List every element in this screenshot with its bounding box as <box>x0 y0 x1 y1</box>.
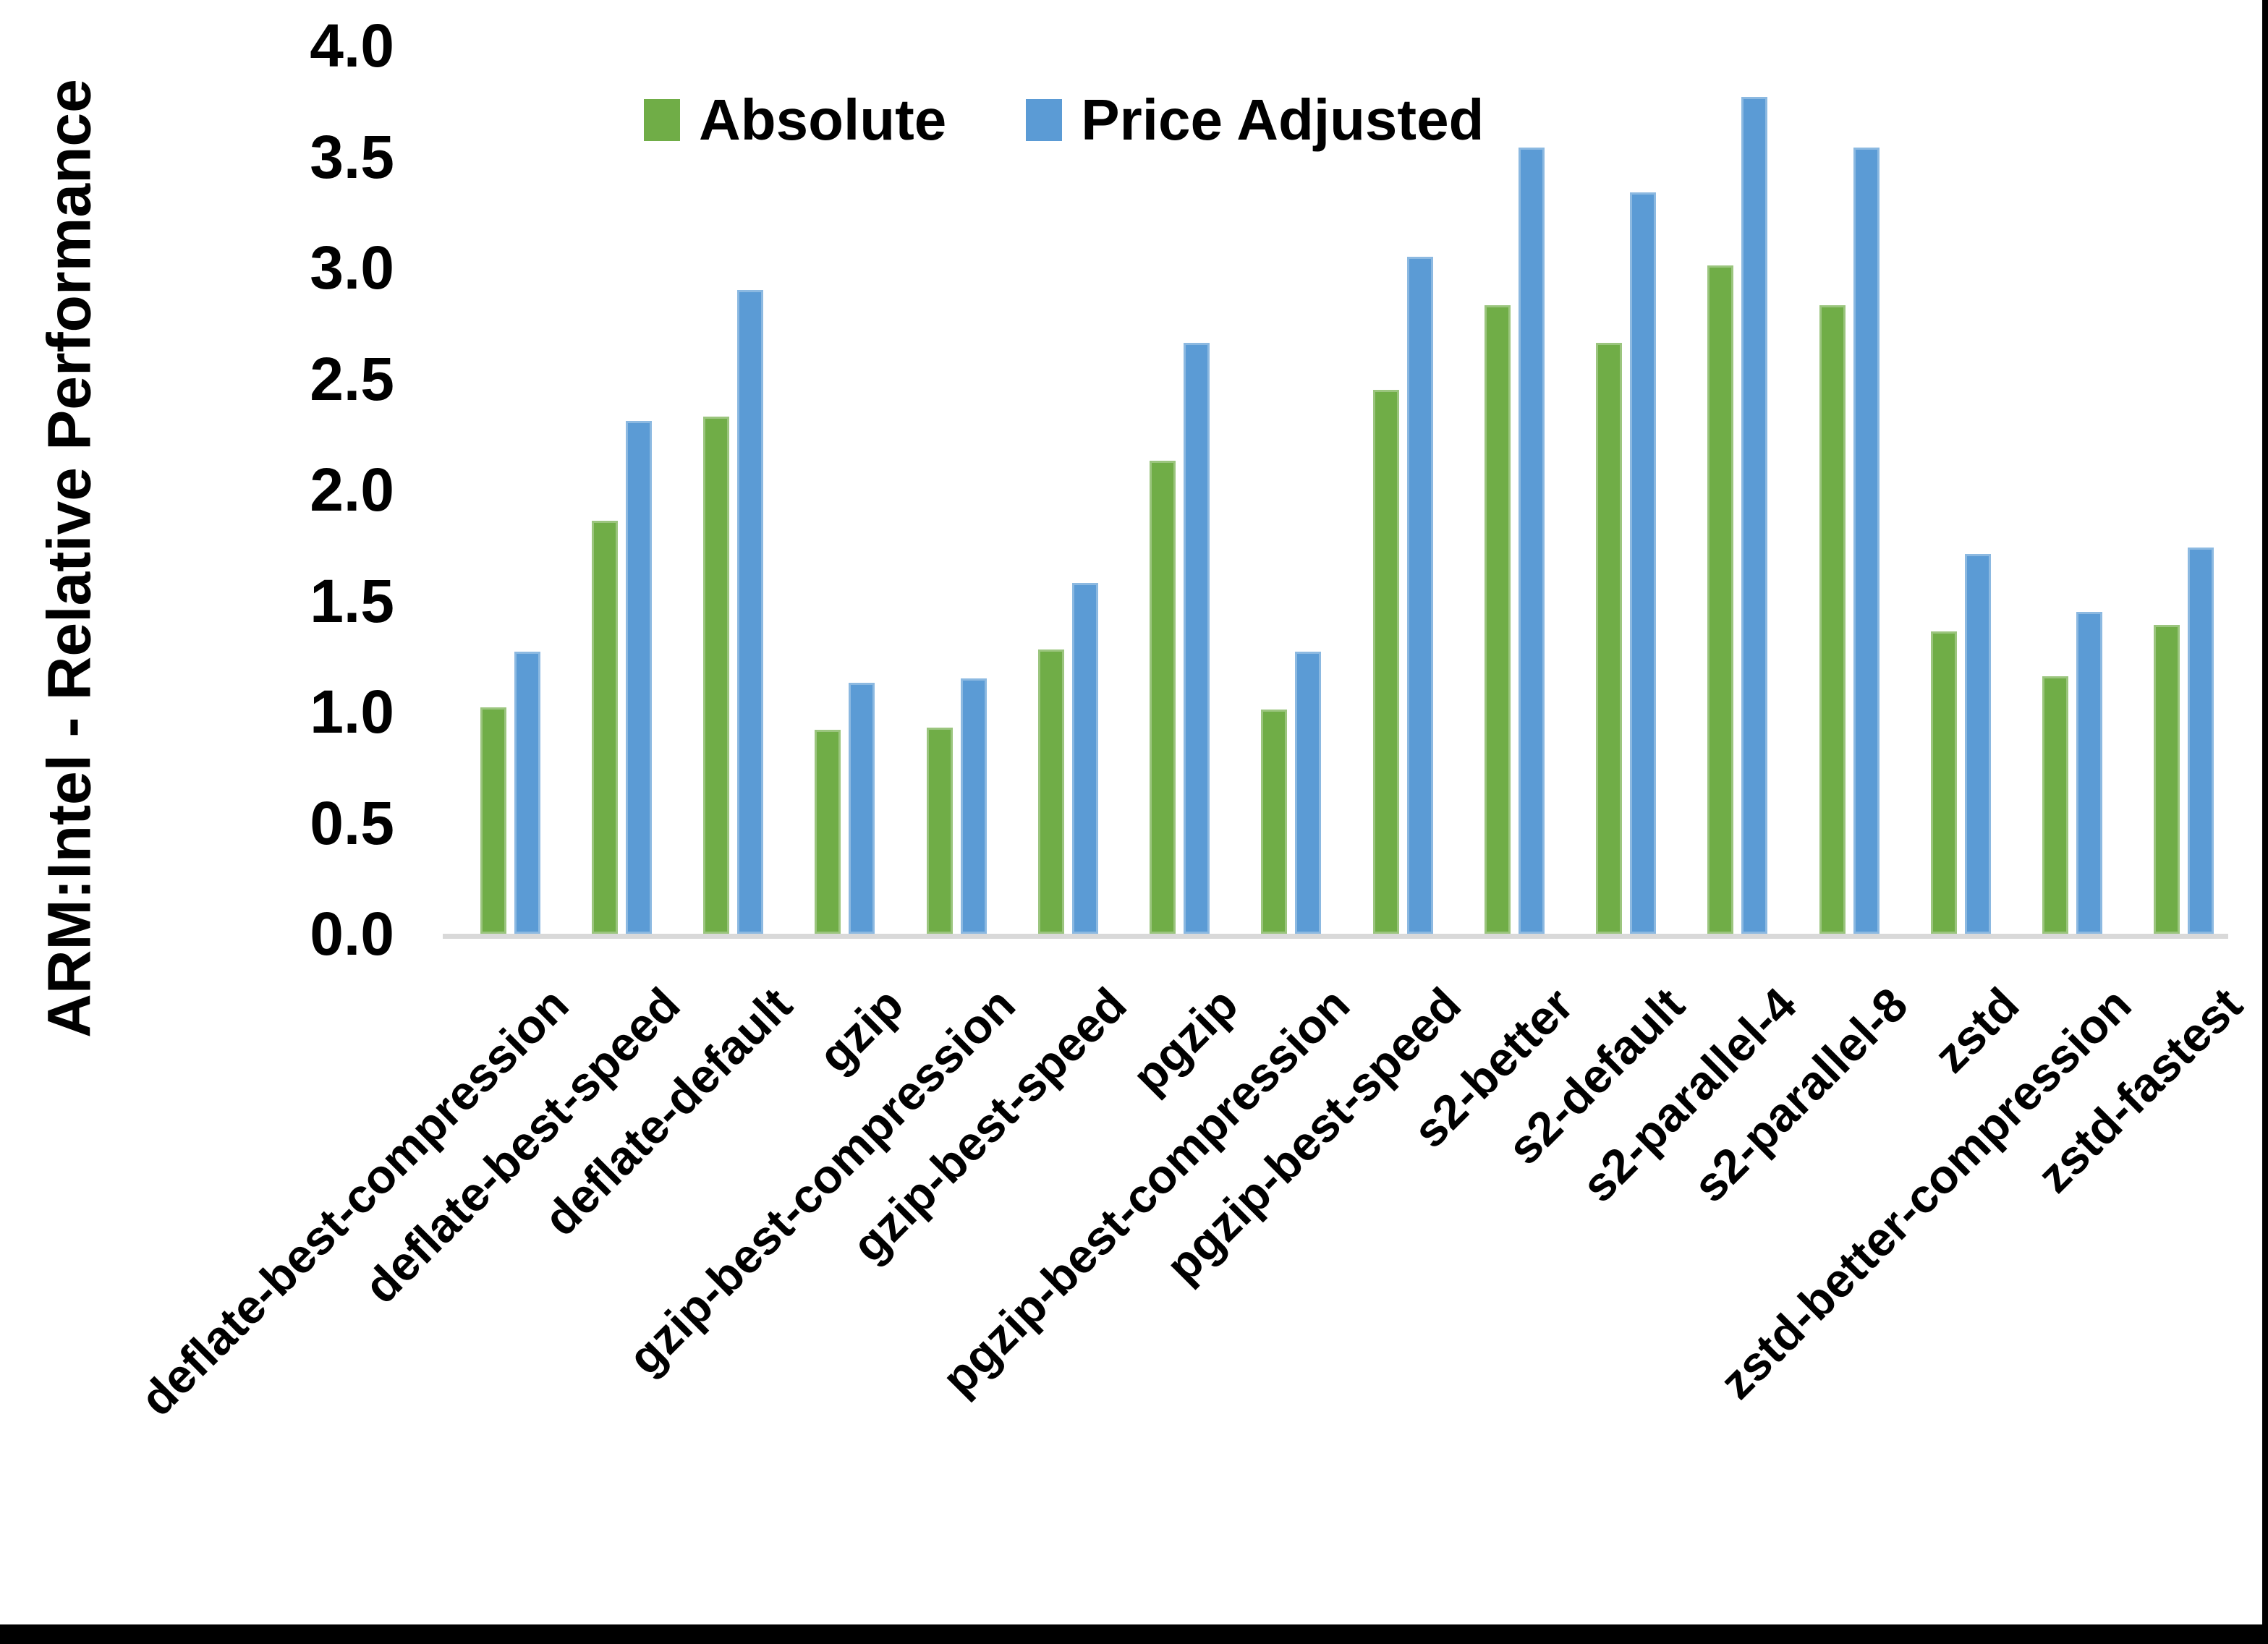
legend-swatch-price-adjusted <box>1026 99 1063 141</box>
y-tick-label: 0.5 <box>310 788 394 857</box>
bar-price-adjusted-zstd-fastest <box>2188 547 2214 934</box>
bar-price-adjusted-deflate-default <box>737 289 764 934</box>
bar-price-adjusted-s2-parallel-8 <box>1853 148 1880 934</box>
y-tick-label: 3.5 <box>310 122 394 191</box>
bar-absolute-gzip <box>815 729 841 934</box>
bar-price-adjusted-zstd <box>1964 554 1991 934</box>
bar-absolute-s2-default <box>1596 343 1623 934</box>
bar-groups <box>454 46 2240 934</box>
x-tick-label-gzip: gzip <box>807 977 914 1083</box>
bar-absolute-deflate-default <box>703 416 730 934</box>
right-border <box>2262 0 2268 1644</box>
y-tick-label: 1.5 <box>310 566 394 635</box>
bar-absolute-s2-better <box>1484 305 1511 934</box>
legend-item-absolute: Absolute <box>644 87 946 153</box>
bar-absolute-pgzip-best-compression <box>1261 709 1288 934</box>
y-tick-label: 4.0 <box>310 12 394 80</box>
bar-absolute-zstd-fastest <box>2154 625 2180 934</box>
y-tick-label: 3.0 <box>310 234 394 302</box>
bar-group-gzip-best-compression <box>901 46 1012 934</box>
x-tick-label-zstd: zstd <box>1924 977 2029 1083</box>
bar-group-deflate-best-compression <box>454 46 566 934</box>
legend-label: Price Adjusted <box>1081 88 1485 152</box>
bar-price-adjusted-pgzip-best-speed <box>1406 256 1433 934</box>
bar-absolute-gzip-best-compression <box>926 727 953 934</box>
bar-price-adjusted-s2-better <box>1518 148 1545 934</box>
bar-group-pgzip-best-compression <box>1236 46 1347 934</box>
bar-group-zstd-better-compression <box>2017 46 2128 934</box>
legend: Absolute Price Adjusted <box>644 87 1484 153</box>
y-tick-label: 2.0 <box>310 456 394 524</box>
bar-group-gzip <box>789 46 901 934</box>
bottom-border <box>0 1624 2268 1644</box>
bar-absolute-deflate-best-compression <box>480 707 506 934</box>
bar-price-adjusted-s2-default <box>1630 192 1657 934</box>
bar-group-deflate-best-speed <box>566 46 677 934</box>
x-tick-label-deflate-best-compression: deflate-best-compression <box>129 977 579 1426</box>
y-tick-label: 1.0 <box>310 678 394 746</box>
bar-price-adjusted-s2-parallel-4 <box>1741 96 1768 934</box>
bar-absolute-s2-parallel-8 <box>1819 305 1846 934</box>
bar-price-adjusted-pgzip <box>1184 343 1210 934</box>
y-tick-label: 2.5 <box>310 344 394 413</box>
bar-price-adjusted-pgzip-best-compression <box>1295 652 1322 934</box>
y-axis-title: ARM:Intel - Relative Performance <box>35 79 103 1038</box>
legend-swatch-absolute <box>644 99 680 141</box>
bar-price-adjusted-gzip-best-compression <box>960 678 987 934</box>
bar-absolute-pgzip-best-speed <box>1372 389 1399 934</box>
bar-absolute-s2-parallel-4 <box>1707 265 1734 934</box>
bar-group-zstd-fastest <box>2128 46 2240 934</box>
bar-price-adjusted-zstd-better-compression <box>2076 611 2103 934</box>
bar-price-adjusted-gzip <box>849 683 875 934</box>
bar-group-deflate-default <box>678 46 789 934</box>
bar-absolute-gzip-best-speed <box>1037 649 1064 934</box>
legend-label: Absolute <box>699 88 947 152</box>
bar-price-adjusted-gzip-best-speed <box>1071 582 1098 934</box>
bar-group-gzip-best-speed <box>1012 46 1124 934</box>
bar-price-adjusted-deflate-best-speed <box>625 420 652 934</box>
bar-group-pgzip-best-speed <box>1347 46 1458 934</box>
bar-group-s2-better <box>1458 46 1570 934</box>
bar-price-adjusted-deflate-best-compression <box>514 652 540 934</box>
bar-group-s2-default <box>1571 46 1682 934</box>
bar-absolute-zstd-better-compression <box>2042 676 2069 934</box>
plot-area <box>443 46 2228 939</box>
bar-group-pgzip <box>1124 46 1236 934</box>
legend-item-price-adjusted: Price Adjusted <box>1026 87 1484 153</box>
bar-absolute-zstd <box>1930 631 1957 934</box>
bar-group-s2-parallel-4 <box>1682 46 1793 934</box>
bar-absolute-pgzip <box>1150 461 1176 934</box>
bar-absolute-deflate-best-speed <box>591 520 618 934</box>
y-tick-label: 0.0 <box>310 900 394 968</box>
bar-group-zstd <box>1905 46 2016 934</box>
bar-group-s2-parallel-8 <box>1793 46 1905 934</box>
